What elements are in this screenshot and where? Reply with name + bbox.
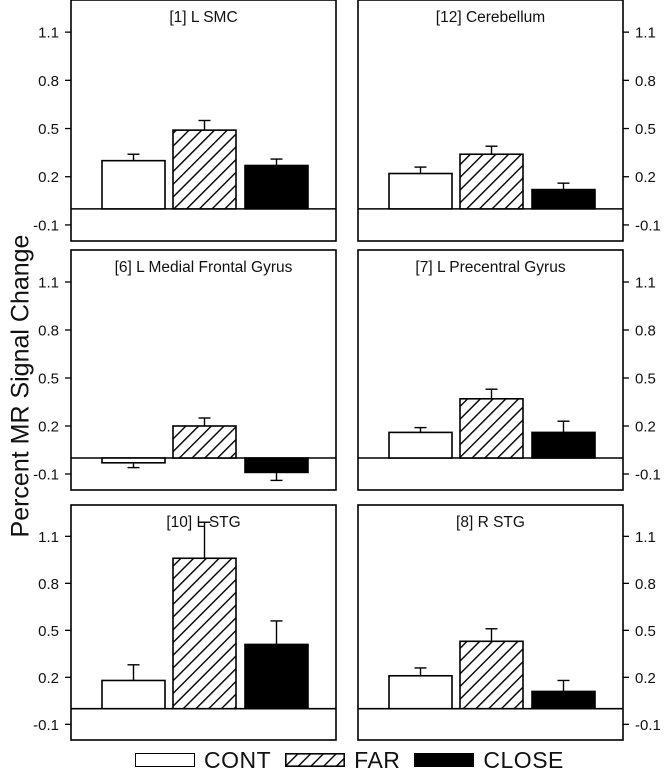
y-tick-label: 0.5	[635, 121, 656, 138]
panel-8-r-stg: -0.1 0.2 0.5 0.8 1.1 [8] R STG	[357, 504, 661, 741]
legend-label-cont: CONT	[204, 746, 272, 773]
bar-far	[459, 397, 524, 459]
bar-far	[172, 425, 237, 459]
bar-cont	[101, 159, 166, 210]
bar-close	[531, 431, 596, 459]
y-tick-label: 1.1	[635, 529, 656, 546]
y-tick-label: 1.1	[635, 275, 656, 292]
y-tick-label: 0.2	[635, 169, 656, 186]
y-tick-label: -0.1	[33, 217, 59, 234]
y-tick-label: 0.5	[38, 623, 59, 640]
bar-close	[531, 188, 596, 210]
y-tick-label: -0.1	[33, 717, 59, 734]
legend: CONT FAR CLOSE	[135, 744, 578, 776]
panel-6-l-medial-frontal-gyrus: -0.1 0.2 0.5 0.8 1.1 [6] L Medial Frontal Gyr…	[33, 249, 337, 491]
y-tick-label: -0.1	[635, 467, 661, 484]
y-tick-label: -0.1	[635, 217, 661, 234]
bar-cont	[101, 457, 166, 464]
y-tick-label: 0.8	[635, 576, 656, 593]
bar-close	[531, 690, 596, 710]
panel-7-l-precentral-gyrus: -0.1 0.2 0.5 0.8 1.1 [7] L Precentral Gyrus	[357, 249, 661, 491]
bar-far	[459, 153, 524, 210]
y-tick-label: -0.1	[635, 717, 661, 734]
panel-title: [1] L SMC	[169, 9, 237, 26]
legend-swatch-far	[285, 753, 346, 767]
y-tick-label: 0.2	[635, 670, 656, 687]
y-axis-label: Percent MR Signal Change	[6, 234, 35, 538]
bar-cont	[101, 679, 166, 710]
panel-frame	[357, 249, 624, 491]
panel-12-cerebellum: -0.1 0.2 0.5 0.8 1.1 [12] Cerebellum	[357, 0, 661, 242]
y-tick-label: 0.5	[38, 371, 59, 388]
legend-swatch-close	[414, 753, 475, 767]
bar-close	[244, 457, 309, 474]
y-tick-label: 1.1	[635, 25, 656, 42]
y-tick-label: 1.1	[38, 25, 59, 42]
panel-1-l-smc: -0.1 0.2 0.5 0.8 1.1 [1] L SMC	[33, 0, 337, 242]
bar-cont	[388, 172, 453, 210]
y-tick-label: 0.2	[38, 169, 59, 186]
y-axis-label-container: Percent MR Signal Change	[6, 0, 36, 772]
y-tick-label: 0.2	[38, 670, 59, 687]
y-tick-label: 0.5	[635, 623, 656, 640]
legend-label-far: FAR	[354, 746, 401, 773]
panel-frame	[357, 0, 624, 242]
bar-far	[172, 129, 237, 210]
y-tick-label: 0.2	[635, 419, 656, 436]
y-tick-label: 0.8	[38, 323, 59, 340]
bar-close	[244, 164, 309, 210]
bar-cont	[388, 674, 453, 710]
y-tick-label: 0.8	[635, 73, 656, 90]
legend-item-close: CLOSE	[414, 747, 563, 774]
y-tick-label: 0.5	[635, 371, 656, 388]
y-tick-label: 1.1	[38, 529, 59, 546]
y-tick-label: 0.8	[635, 323, 656, 340]
legend-item-cont: CONT	[135, 747, 271, 774]
bar-far	[172, 557, 237, 710]
panel-10-l-stg: -0.10.20.50.81.1[10] L STG	[33, 504, 337, 741]
panel-frame	[70, 0, 337, 242]
bar-far	[459, 640, 524, 710]
legend-item-far: FAR	[285, 747, 400, 774]
y-tick-label: 0.8	[38, 576, 59, 593]
panel-title: [12] Cerebellum	[436, 9, 545, 26]
legend-label-close: CLOSE	[483, 746, 564, 773]
y-tick-label: 0.2	[38, 419, 59, 436]
panel-title: [7] L Precentral Gyrus	[415, 259, 565, 276]
legend-swatch-cont	[135, 753, 195, 767]
panel-frame	[70, 249, 337, 491]
panel-title: [6] L Medial Frontal Gyrus	[115, 259, 293, 276]
y-tick-label: 1.1	[38, 275, 59, 292]
panel-frame	[70, 504, 337, 741]
panel-title: [8] R STG	[456, 514, 525, 531]
y-tick-label: 0.8	[38, 73, 59, 90]
y-tick-label: 0.5	[38, 121, 59, 138]
y-tick-label: -0.1	[33, 467, 59, 484]
bar-close	[244, 643, 309, 710]
bar-cont	[388, 431, 453, 459]
panel-frame	[357, 504, 624, 741]
